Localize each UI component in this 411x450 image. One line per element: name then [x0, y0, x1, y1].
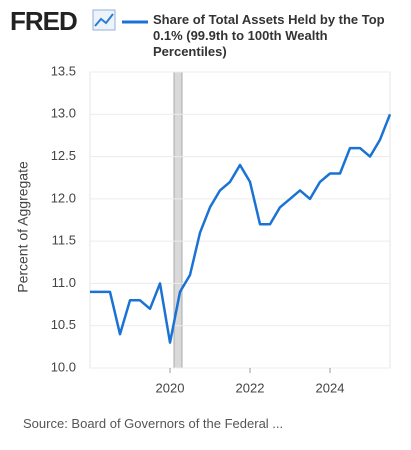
- logo-icon: [92, 9, 116, 31]
- x-tick-label: 2022: [236, 380, 265, 395]
- y-tick-label: 10.5: [51, 317, 76, 332]
- source-note: Source: Board of Governors of the Federa…: [23, 416, 284, 431]
- y-tick-label: 12.5: [51, 148, 76, 163]
- data-line: [90, 113, 392, 344]
- y-tick-label: 10.0: [51, 359, 76, 374]
- x-tick-label: 2024: [316, 380, 345, 395]
- plot-area: [89, 71, 391, 369]
- recession-band: [173, 71, 183, 369]
- logo: FRED: [10, 6, 78, 36]
- y-axis-label: Percent of Aggregate: [15, 161, 31, 293]
- y-tick-label: 11.5: [52, 233, 76, 248]
- y-tick-label: 11.0: [52, 275, 76, 290]
- legend-title: Share of Total Assets Held by the Top 0.…: [153, 12, 385, 59]
- y-tick-label: 12.0: [51, 190, 76, 205]
- y-tick-label: 13.0: [51, 106, 76, 121]
- y-tick-label: 13.5: [51, 63, 76, 78]
- x-tick-label: 2020: [156, 380, 185, 395]
